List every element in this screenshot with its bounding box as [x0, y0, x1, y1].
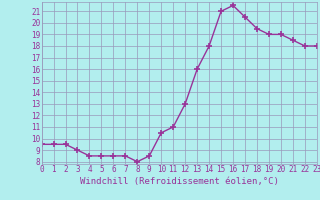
X-axis label: Windchill (Refroidissement éolien,°C): Windchill (Refroidissement éolien,°C): [80, 177, 279, 186]
